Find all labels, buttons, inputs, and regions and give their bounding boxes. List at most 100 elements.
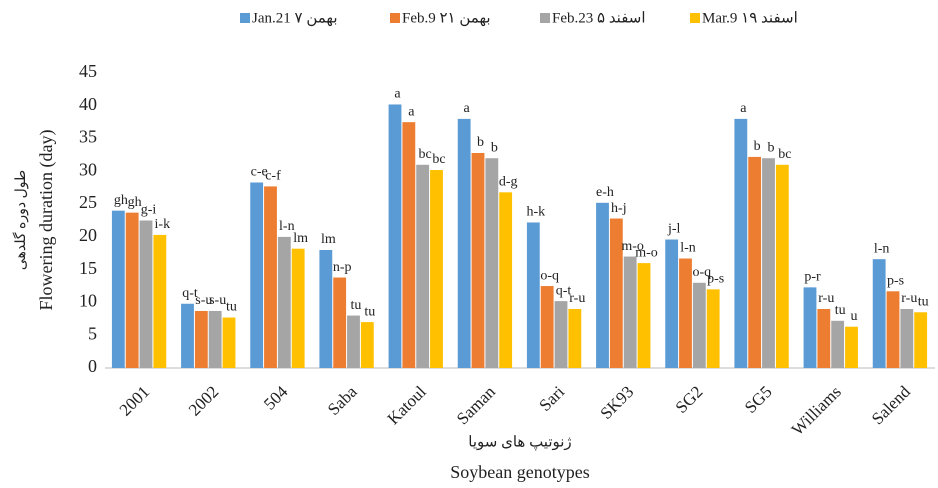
bar <box>139 220 153 368</box>
bar-letter: m-o <box>635 245 658 260</box>
bar <box>360 322 374 368</box>
bar <box>264 186 277 368</box>
legend-swatch <box>690 13 700 23</box>
bar-letter: l-n <box>874 241 890 256</box>
bar-letter: lm <box>293 231 308 246</box>
bar-letter: bc <box>778 147 791 162</box>
bar-letter: c-e <box>251 165 268 180</box>
bar-letter: i-k <box>155 217 171 232</box>
x-tick-label: Saba <box>324 382 361 419</box>
bar-letter: lm <box>321 232 336 247</box>
bar-letter: q-t <box>556 283 572 298</box>
x-tick-label: SK93 <box>597 382 638 423</box>
bar-letter: u <box>851 309 858 324</box>
y-tick-label: 20 <box>79 225 97 245</box>
bar <box>194 310 208 368</box>
x-tick-label: SG5 <box>741 382 776 417</box>
bar <box>692 282 706 368</box>
bar <box>333 277 347 368</box>
bar <box>222 317 236 368</box>
legend-swatch <box>540 13 550 23</box>
bar <box>402 122 416 369</box>
bar <box>319 250 333 368</box>
bar-letter: s-u <box>195 293 212 308</box>
bar <box>430 170 443 368</box>
bar-letter: c-f <box>265 169 281 184</box>
bar <box>679 258 692 368</box>
bar <box>831 320 845 368</box>
bar-letter: r-u <box>818 291 834 306</box>
bar-letter: l-n <box>279 219 295 234</box>
bar <box>111 210 125 368</box>
bar <box>748 156 762 368</box>
x-tick-label: Salend <box>868 382 915 429</box>
legend-swatch <box>240 13 250 23</box>
bar-letter: a <box>408 104 415 119</box>
bar-letter: e-h <box>596 185 614 200</box>
bar-letter: bc <box>419 147 432 162</box>
bar-letter: q-t <box>182 286 198 301</box>
y-tick-label: 45 <box>79 61 97 81</box>
bar-letter: p-r <box>804 270 821 285</box>
bar <box>540 286 554 368</box>
bar-letter: tu <box>835 303 846 318</box>
bar <box>665 239 679 368</box>
bar-letter: tu <box>226 300 237 315</box>
x-label: Soybean genotypes <box>450 462 589 482</box>
bar <box>900 309 914 368</box>
legend-swatch <box>390 13 400 23</box>
bar <box>125 212 139 368</box>
bar <box>153 234 167 368</box>
bar <box>817 309 831 368</box>
legend-label: Mar.9 اسفند ۱۹ <box>702 10 798 26</box>
y-tick-label: 10 <box>79 291 97 311</box>
bar <box>568 309 582 368</box>
bar <box>775 164 789 368</box>
bar-letter: b <box>768 140 775 155</box>
y-tick-label: 15 <box>79 258 97 278</box>
bar <box>872 259 886 368</box>
bar-letter: gh <box>128 195 142 210</box>
bar <box>637 263 651 368</box>
bar <box>457 118 471 368</box>
bar <box>596 202 609 368</box>
y-label-fa: طول دوره گلدهی <box>12 170 29 270</box>
bar-letter: l-n <box>680 241 696 256</box>
x-tick-label: 504 <box>260 382 292 414</box>
bar <box>499 192 513 368</box>
y-tick-label: 5 <box>88 323 97 343</box>
legend-label: Feb.9 بهمن ۲۱ <box>402 10 491 26</box>
bar <box>623 256 637 368</box>
y-tick-label: 30 <box>79 159 97 179</box>
bar-letter: h-k <box>526 205 545 220</box>
bar-letter: g-i <box>141 203 157 218</box>
bar-letter: a <box>464 101 471 116</box>
bar <box>181 303 194 368</box>
x-tick-label: Sari <box>535 382 568 415</box>
bar-letter: b <box>477 135 484 150</box>
bar-letter: m-o <box>621 239 644 254</box>
x-label-fa: ژنوتیپ های سویا <box>468 434 571 450</box>
bar-letter: p-s <box>887 274 904 289</box>
bar-letter: tu <box>918 294 929 309</box>
bar <box>416 164 430 368</box>
bar-letter: tu <box>351 298 362 313</box>
bar <box>803 287 817 368</box>
bar-letter: b <box>754 139 761 154</box>
bar-letter: n-p <box>333 260 352 275</box>
bar <box>347 315 360 368</box>
bar-letter: tu <box>364 304 375 319</box>
y-tick-label: 35 <box>79 127 97 147</box>
bar <box>277 236 291 368</box>
bar <box>471 152 485 368</box>
bar <box>554 301 568 368</box>
bar-letter: bc <box>432 152 445 167</box>
x-tick-label: SG2 <box>672 382 707 417</box>
bar-letter: o-q <box>692 265 711 280</box>
bar-letter: s-u <box>209 293 226 308</box>
bar-letter: r-u <box>901 291 917 306</box>
bar-letter: p-s <box>707 272 724 287</box>
bar-letter: gh <box>114 193 128 208</box>
bar <box>208 310 222 368</box>
